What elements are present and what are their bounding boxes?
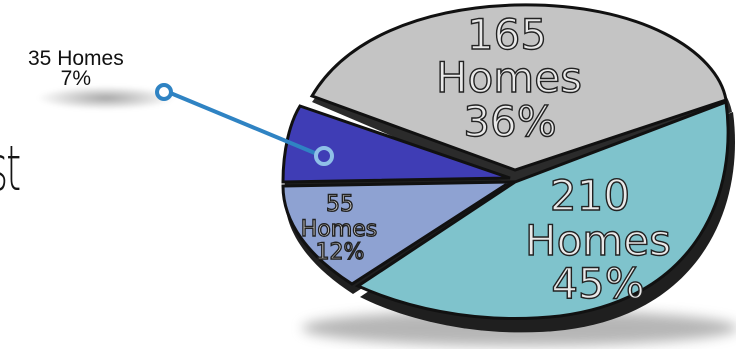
label-210-homes: 210 <box>550 171 630 220</box>
label-55-percent: 12% <box>316 240 365 265</box>
slice-35-homes <box>281 104 511 184</box>
slice-55-homes <box>281 180 516 286</box>
label-165-unit: Homes <box>436 53 582 102</box>
label-210-unit: Homes <box>525 216 671 265</box>
callout-start-dot <box>155 83 173 101</box>
callout-label-percent: 7% <box>60 67 92 90</box>
slice-210-homes <box>354 99 730 320</box>
partial-heading-text: st <box>0 132 21 205</box>
slice-165-homes <box>309 3 728 172</box>
label-165-homes: 165 <box>467 10 547 59</box>
label-55-unit: Homes <box>301 217 377 242</box>
callout-label-homes: 35 Homes <box>28 47 124 70</box>
callout-end-dot <box>314 146 334 166</box>
slice-labels: 165 Homes 36% 210 Homes 45% 55 Homes 12% <box>300 9 672 308</box>
label-165-percent: 36% <box>463 97 556 146</box>
label-55-homes: 55 <box>326 192 354 217</box>
callout-shadow <box>36 86 176 110</box>
label-210-percent: 45% <box>551 259 644 308</box>
callout-leader-line <box>167 90 323 158</box>
callout-label: 35 Homes 7% <box>28 47 124 90</box>
